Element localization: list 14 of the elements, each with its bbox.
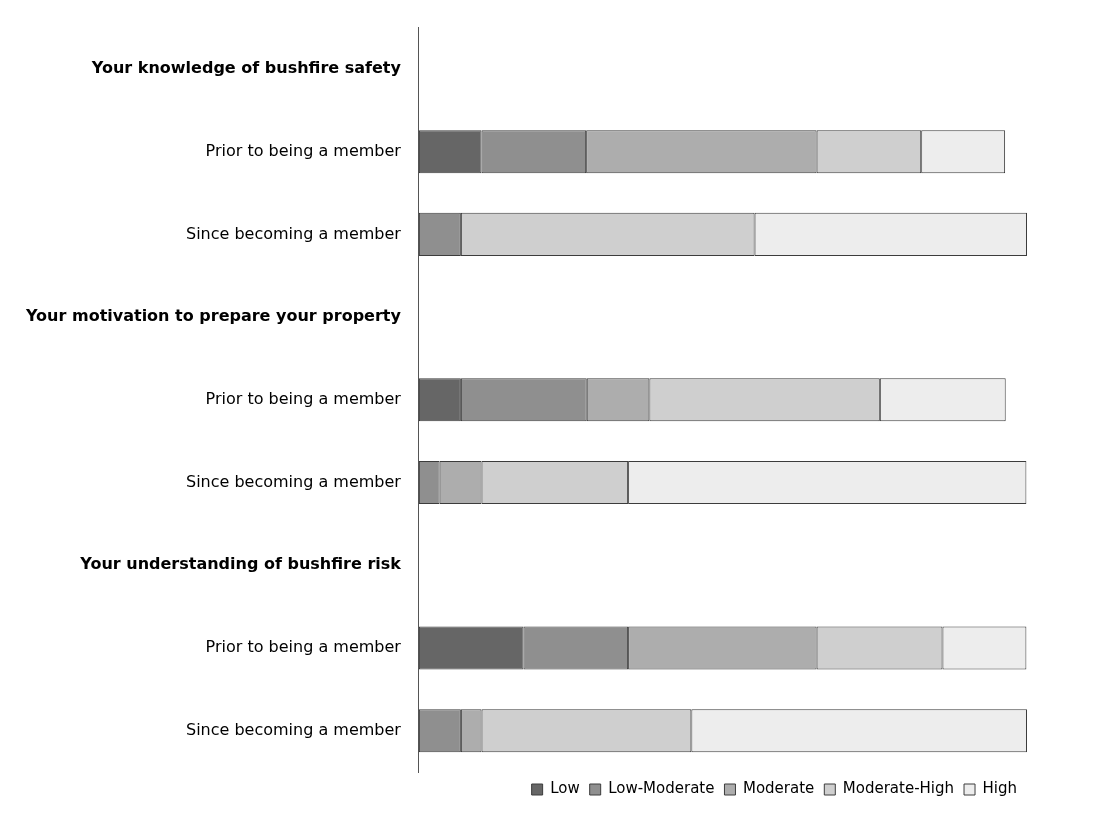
- y-tick-label: Your knowledge of bushfire safety: [90, 58, 402, 78]
- y-tick-label: Your understanding of bushfire risk: [79, 554, 402, 574]
- y-tick-label: Since becoming a member: [185, 471, 402, 491]
- y-tick-label: Your motivation to prepare your property: [25, 306, 402, 326]
- y-tick-label: Prior to being a member: [205, 388, 402, 408]
- legend-label: Moderate: [742, 779, 815, 798]
- y-tick-label: Since becoming a member: [185, 719, 402, 739]
- y-tick-label: Prior to being a member: [205, 637, 402, 657]
- y-tick-label: Prior to being a member: [205, 140, 402, 160]
- legend-label: Moderate-High: [842, 779, 955, 798]
- legend-label: High: [982, 779, 1018, 798]
- legend-label: Low: [550, 779, 580, 798]
- legend-label: Low-Moderate: [608, 779, 715, 798]
- y-tick-label: Since becoming a member: [185, 223, 402, 243]
